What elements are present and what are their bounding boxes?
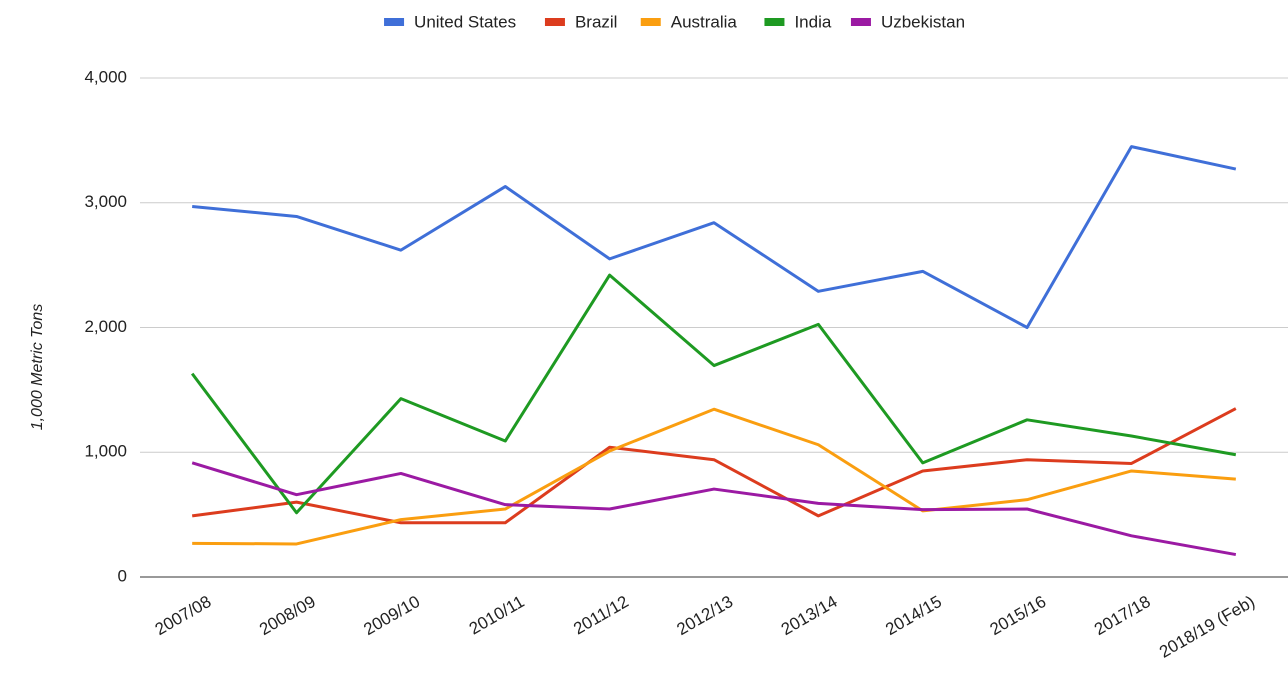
legend-swatch [544, 18, 565, 26]
legend-swatch [764, 18, 785, 26]
x-tick-label: 2011/12 [570, 592, 632, 639]
legend-label: India [794, 12, 831, 31]
x-tick-label: 2007/08 [152, 592, 215, 639]
x-tick-label: 2017/18 [1091, 592, 1154, 639]
series-line [192, 145, 1237, 329]
x-tick-label: 2014/15 [882, 592, 945, 639]
series-line [191, 407, 1237, 525]
y-axis-label: 1,000 Metric Tons [29, 304, 46, 431]
legend-swatch [640, 18, 661, 26]
x-tick-label: 2010/11 [466, 592, 528, 639]
legend-label: United States [414, 12, 516, 31]
x-tick-label: 2012/13 [674, 592, 737, 639]
legend-swatch [384, 18, 405, 26]
y-tick-label: 0 [118, 566, 127, 585]
legend-label: Australia [671, 12, 738, 31]
series-line [191, 461, 1237, 557]
y-tick-label: 3,000 [84, 192, 127, 211]
x-tick-label: 2008/09 [256, 592, 319, 639]
x-tick-label: 2018/19 (Feb) [1156, 592, 1258, 662]
series-line [192, 407, 1236, 546]
x-tick-label: 2013/14 [778, 592, 841, 639]
y-tick-label: 2,000 [84, 317, 127, 336]
legend-swatch [850, 18, 871, 26]
y-tick-label: 4,000 [84, 67, 127, 86]
legend-label: Brazil [575, 12, 618, 31]
legend-label: Uzbekistan [881, 12, 965, 31]
x-tick-label: 2009/10 [360, 592, 423, 639]
y-tick-label: 1,000 [84, 442, 127, 461]
x-tick-label: 2015/16 [987, 592, 1050, 639]
series-line [190, 273, 1237, 515]
